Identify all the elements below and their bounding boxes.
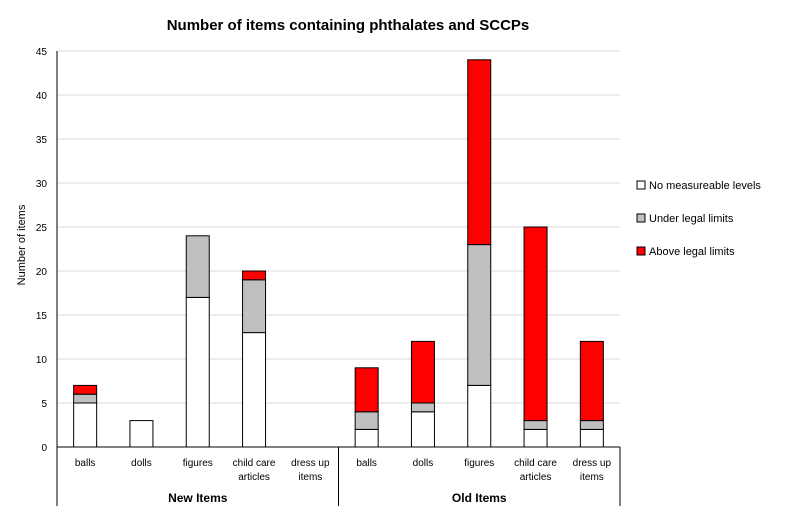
bar-segment <box>129 420 154 448</box>
bars <box>73 59 604 448</box>
category-label-line: child care <box>233 458 276 469</box>
legend-label: Under legal limits <box>649 213 734 225</box>
y-tick-label: 40 <box>36 91 48 102</box>
category-label: figures <box>464 458 494 469</box>
bar-segment <box>410 340 435 404</box>
y-tick-label: 5 <box>41 399 47 410</box>
bar-segment <box>354 428 379 448</box>
bar-segment <box>467 59 492 246</box>
y-axis-ticks: 0 5 10 15 20 25 30 35 40 45 <box>36 47 48 454</box>
legend-item: Under legal limits <box>636 213 734 225</box>
legend-swatch <box>636 246 646 256</box>
bar-segment <box>467 244 492 386</box>
bar-segment <box>73 402 98 448</box>
category-label: balls <box>75 458 96 469</box>
group-label: Old Items <box>452 491 507 505</box>
bar-segment <box>242 279 267 334</box>
category-label-line: items <box>298 472 322 483</box>
bar-segment <box>410 402 435 413</box>
y-tick-label: 0 <box>41 443 47 454</box>
legend-label: No measureable levels <box>649 180 761 192</box>
bar-segment <box>73 384 98 395</box>
category-label-line: articles <box>238 472 270 483</box>
category-label-line: figures <box>464 458 494 469</box>
chart-title: Number of items containing phthalates an… <box>167 17 530 34</box>
y-tick-label: 25 <box>36 223 48 234</box>
category-label: dress up items <box>573 458 612 483</box>
y-tick-label: 15 <box>36 311 48 322</box>
group-labels: New Items Old Items <box>168 491 507 505</box>
bar-segment <box>410 411 435 448</box>
legend-item: No measureable levels <box>636 180 761 192</box>
category-label: child care articles <box>514 458 557 483</box>
bar-segment <box>185 235 210 298</box>
category-label: child care articles <box>233 458 276 483</box>
y-tick-label: 10 <box>36 355 48 366</box>
bar-segment <box>523 226 548 422</box>
bar-segment <box>467 384 492 448</box>
category-label-line: dress up <box>573 458 612 469</box>
y-tick-label: 35 <box>36 135 48 146</box>
category-label-line: child care <box>514 458 557 469</box>
category-label-line: articles <box>520 472 552 483</box>
category-label-line: figures <box>183 458 213 469</box>
y-tick-label: 20 <box>36 267 48 278</box>
category-label: balls <box>356 458 377 469</box>
bar-segment <box>73 393 98 404</box>
gridlines <box>57 50 620 404</box>
bar-segment <box>523 420 548 430</box>
legend-item: Above legal limits <box>636 246 735 258</box>
bar-segment <box>185 296 210 448</box>
bar-segment <box>354 411 379 430</box>
legend: No measureable levels Under legal limits A… <box>636 180 761 258</box>
category-label: dolls <box>131 458 152 469</box>
bar-segment <box>354 367 379 413</box>
category-label-line: dolls <box>131 458 152 469</box>
y-axis-label: Number of items <box>16 204 28 285</box>
bar-segment <box>523 428 548 448</box>
bar-segment <box>579 420 604 430</box>
bar-segment <box>242 332 267 448</box>
category-label-line: balls <box>75 458 96 469</box>
legend-swatch <box>636 213 646 223</box>
y-tick-label: 45 <box>36 47 48 58</box>
category-label-line: balls <box>356 458 377 469</box>
bar-segment <box>579 428 604 448</box>
y-tick-label: 30 <box>36 179 48 190</box>
bar-segment <box>579 340 604 422</box>
category-label: dress up items <box>291 458 330 483</box>
axes <box>56 51 621 506</box>
category-label: dolls <box>413 458 434 469</box>
legend-swatch <box>636 180 646 190</box>
category-label-line: dolls <box>413 458 434 469</box>
legend-label: Above legal limits <box>649 246 735 258</box>
category-label-line: items <box>580 472 604 483</box>
category-label-line: dress up <box>291 458 330 469</box>
bar-segment <box>242 270 267 281</box>
group-label: New Items <box>168 491 228 505</box>
category-label: figures <box>183 458 213 469</box>
category-labels: balls dolls figures child care articles dress… <box>75 458 612 483</box>
